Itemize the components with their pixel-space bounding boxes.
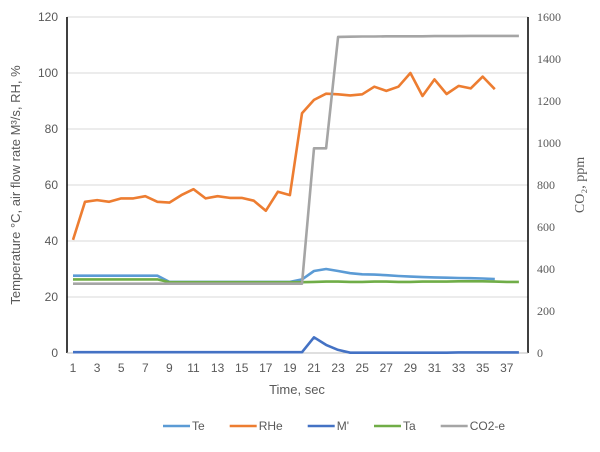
series-line-co2-e — [73, 34, 519, 286]
y2-tick-label: 1200 — [537, 94, 561, 108]
x-tick-label: 23 — [331, 361, 345, 375]
x-tick-label: 25 — [356, 361, 370, 375]
y2-tick-label: 1000 — [537, 136, 561, 150]
y-tick-label: 120 — [38, 10, 58, 24]
x-tick-label: 31 — [428, 361, 442, 375]
gridlines — [67, 16, 528, 298]
legend-label: M' — [337, 419, 349, 433]
x-tick-label: 35 — [476, 361, 490, 375]
x-tick-label: 15 — [235, 361, 249, 375]
x-tick-label: 9 — [166, 361, 173, 375]
x-tick-label: 27 — [380, 361, 394, 375]
y2-tick-label: 600 — [537, 220, 555, 234]
x-tick-label: 7 — [142, 361, 149, 375]
x-tick-label: 3 — [94, 361, 101, 375]
legend-label: Ta — [403, 419, 416, 433]
x-tick-label: 33 — [452, 361, 466, 375]
series-line-m- — [73, 335, 519, 355]
x-tick-label: 11 — [187, 361, 200, 375]
x-tick-label: 13 — [211, 361, 225, 375]
legend: Te RHe M' Ta CO2-e — [163, 419, 505, 433]
y-tick-label: 20 — [45, 290, 59, 304]
legend-label: Te — [192, 419, 205, 433]
y2-tick-label: 400 — [537, 262, 555, 276]
x-tick-label: 21 — [307, 361, 321, 375]
x-tick-label: 5 — [118, 361, 125, 375]
legend-label: CO2-e — [470, 419, 506, 433]
x-tick-label: 17 — [259, 361, 273, 375]
series-line-rhe — [71, 71, 496, 241]
y-tick-label: 80 — [45, 122, 59, 136]
y-tick-label: 60 — [45, 178, 59, 192]
x-tick-label: 29 — [404, 361, 418, 375]
tick-labels: 0204060801001200200400600800100012001400… — [38, 10, 561, 375]
y-axis-label: Temperature °C, air flow rate M³/s, RH, … — [8, 65, 23, 305]
x-tick-label: 19 — [283, 361, 297, 375]
x-tick-label: 1 — [70, 361, 77, 375]
y2-axis-label: CO₂, ppm — [573, 157, 588, 213]
y2-tick-label: 800 — [537, 178, 555, 192]
y2-tick-label: 0 — [537, 346, 543, 360]
x-tick-label: 37 — [500, 361, 514, 375]
series-lines — [71, 34, 519, 355]
series-line-ta — [73, 278, 519, 284]
y-tick-label: 100 — [38, 66, 58, 80]
y2-tick-label: 200 — [537, 304, 555, 318]
y-tick-label: 40 — [45, 234, 59, 248]
y2-tick-label: 1400 — [537, 52, 561, 66]
x-axis-label: Time, sec — [269, 382, 325, 397]
legend-label: RHe — [259, 419, 283, 433]
y-tick-label: 0 — [51, 346, 58, 360]
y2-tick-label: 1600 — [537, 10, 561, 24]
